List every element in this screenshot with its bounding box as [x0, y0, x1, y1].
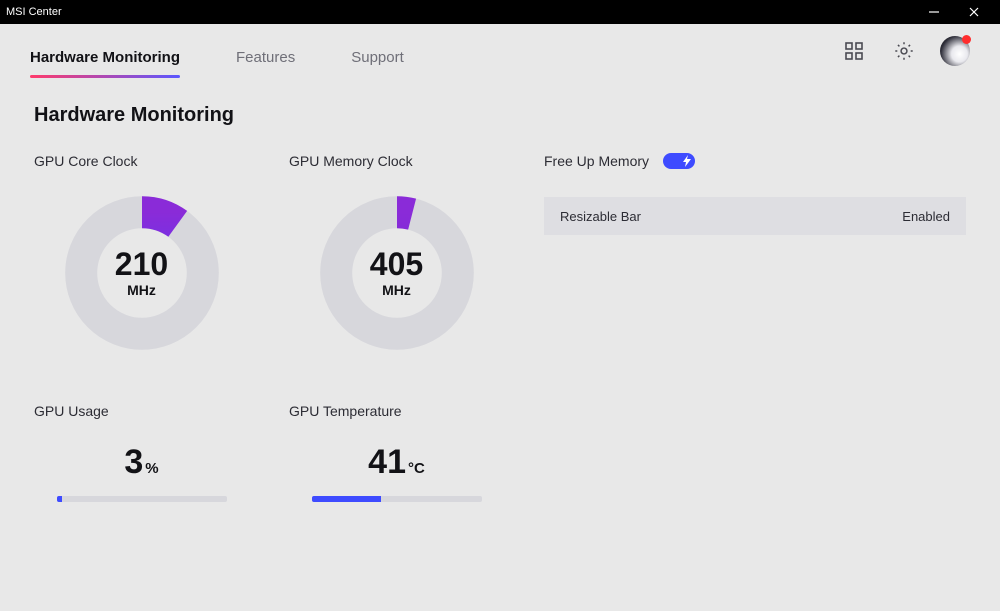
free-up-memory-label: Free Up Memory [544, 153, 649, 169]
page-title: Hardware Monitoring [34, 104, 966, 127]
apps-grid-icon[interactable] [840, 37, 868, 65]
gpu-core-clock-gauge: 210 MHz [62, 193, 222, 353]
gpu-memory-clock-unit: MHz [382, 282, 411, 298]
gpu-temperature-label: GPU Temperature [289, 403, 504, 419]
app-title: MSI Center [6, 6, 62, 18]
page: Hardware Monitoring GPU Core Clock [0, 78, 1000, 611]
gpu-temperature-bar [312, 496, 482, 502]
gpu-temperature-value: 41 [368, 443, 406, 481]
resizable-bar-row[interactable]: Resizable Bar Enabled [544, 197, 966, 235]
gpu-core-clock-value: 210 [115, 248, 168, 280]
minimize-button[interactable] [914, 0, 954, 24]
free-up-memory-toggle[interactable] [663, 153, 695, 169]
close-button[interactable] [954, 0, 994, 24]
card-gpu-usage: GPU Usage 3% [34, 403, 249, 502]
resizable-bar-value: Enabled [902, 209, 950, 224]
gpu-usage-label: GPU Usage [34, 403, 249, 419]
gpu-usage-unit: % [145, 460, 158, 477]
bar-row: GPU Usage 3% GPU Temperature 41°C [34, 403, 504, 502]
gpu-memory-clock-gauge: 405 MHz [317, 193, 477, 353]
card-gpu-core-clock: GPU Core Clock 210 [34, 153, 249, 353]
gpu-usage-value: 3 [124, 443, 143, 481]
gpu-memory-clock-label: GPU Memory Clock [289, 153, 504, 169]
tabs: Hardware Monitoring Features Support [30, 24, 404, 78]
left-column: GPU Core Clock 210 [34, 153, 504, 502]
tab-features[interactable]: Features [236, 49, 295, 78]
gear-icon[interactable] [890, 37, 918, 65]
tab-hardware-monitoring[interactable]: Hardware Monitoring [30, 49, 180, 78]
resizable-bar-label: Resizable Bar [560, 209, 641, 224]
gpu-core-clock-label: GPU Core Clock [34, 153, 249, 169]
free-up-memory-row: Free Up Memory [544, 153, 966, 169]
card-gpu-temperature: GPU Temperature 41°C [289, 403, 504, 502]
gpu-usage-bar [57, 496, 227, 502]
gauge-row: GPU Core Clock 210 [34, 153, 504, 353]
gpu-temperature-unit: °C [408, 460, 425, 477]
topnav-icons [840, 36, 970, 66]
notification-dot-icon [962, 35, 971, 44]
tab-support[interactable]: Support [351, 49, 404, 78]
titlebar: MSI Center [0, 0, 1000, 24]
card-gpu-memory-clock: GPU Memory Clock 405 [289, 153, 504, 353]
right-column: Free Up Memory Resizable Bar Enabled [544, 153, 966, 502]
gpu-memory-clock-value: 405 [370, 248, 423, 280]
top-nav: Hardware Monitoring Features Support [0, 24, 1000, 78]
gpu-core-clock-unit: MHz [127, 282, 156, 298]
content: GPU Core Clock 210 [34, 153, 966, 502]
avatar[interactable] [940, 36, 970, 66]
lightning-icon [680, 154, 694, 168]
